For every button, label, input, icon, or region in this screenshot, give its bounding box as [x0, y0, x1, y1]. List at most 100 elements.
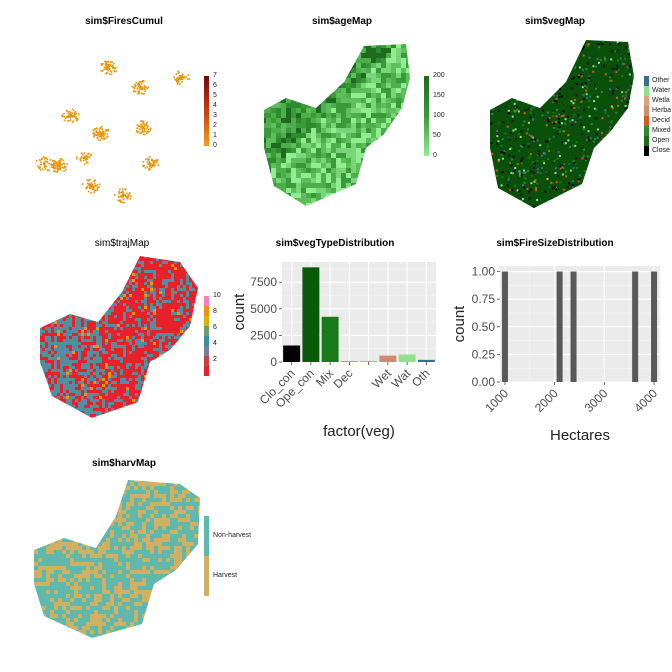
age-cell	[361, 38, 366, 43]
traj-cell	[168, 279, 171, 282]
fire-cell	[120, 195, 123, 198]
age-cell	[361, 188, 366, 193]
age-cell	[341, 208, 346, 213]
veg-cell	[513, 110, 516, 112]
veg-cell	[557, 199, 560, 202]
veg-cell	[517, 93, 519, 95]
age-cell	[264, 163, 266, 168]
traj-cell	[51, 258, 54, 261]
traj-cell	[108, 318, 111, 321]
age-cell	[351, 138, 356, 143]
veg-cell	[640, 196, 642, 198]
traj-cell	[33, 309, 36, 312]
traj-cell	[123, 285, 126, 288]
fire-cell	[182, 73, 184, 76]
traj-cell	[102, 333, 105, 336]
age-cell	[246, 153, 251, 158]
age-cell	[391, 148, 396, 153]
fire-cell	[46, 158, 49, 160]
traj-cell	[120, 330, 123, 333]
age-cell	[406, 93, 410, 98]
veg-cell	[550, 55, 553, 58]
traj-cell	[75, 321, 78, 324]
fire-cell	[135, 130, 138, 132]
traj-cell	[195, 312, 198, 315]
age-cell	[251, 108, 256, 113]
veg-cell	[598, 151, 601, 154]
traj-cell	[144, 312, 147, 315]
traj-cell	[105, 339, 108, 342]
traj-cell	[72, 324, 75, 327]
traj-cell	[93, 306, 96, 309]
veg-cell	[547, 120, 550, 123]
fire-cell	[89, 187, 91, 189]
legend-tick-label: 200	[433, 72, 445, 79]
veg-cell	[555, 108, 558, 111]
age-cell	[361, 128, 366, 133]
veg-cell	[531, 136, 534, 139]
age-cell	[291, 143, 296, 148]
age-cell	[386, 63, 391, 68]
age-cell	[406, 203, 410, 206]
veg-cell	[574, 55, 577, 58]
fire-cell	[99, 130, 101, 133]
traj-cell	[192, 273, 195, 276]
traj-cell	[72, 327, 75, 330]
traj-cell	[114, 321, 117, 324]
veg-cell	[518, 214, 520, 216]
traj-cell	[42, 273, 45, 276]
traj-cell	[138, 306, 141, 309]
age-cell	[406, 153, 410, 158]
age-cell	[391, 58, 396, 63]
veg-cell	[481, 110, 483, 112]
veg-cell	[577, 40, 580, 42]
traj-cell	[78, 270, 81, 273]
traj-cell	[96, 318, 99, 321]
veg-cell	[524, 109, 527, 112]
veg-cell	[484, 158, 486, 160]
traj-cell	[165, 312, 168, 315]
fire-cell	[134, 87, 136, 90]
legend-tick-label: 0	[213, 142, 217, 149]
traj-cell	[195, 327, 198, 330]
veg-cell	[483, 103, 485, 105]
traj-cell	[60, 288, 63, 291]
age-cell	[386, 163, 391, 168]
veg-cell	[615, 68, 618, 70]
traj-cell	[165, 270, 168, 273]
fire-cell	[181, 75, 183, 77]
age-cell	[311, 38, 316, 43]
age-cell	[381, 178, 386, 183]
age-cell	[401, 168, 406, 173]
age-cell	[286, 203, 291, 206]
traj-cell	[60, 297, 63, 300]
traj-cell	[138, 324, 141, 327]
traj-cell	[177, 327, 180, 330]
age-cell	[311, 193, 316, 198]
fire-cell	[145, 86, 147, 88]
age-cell	[251, 78, 256, 83]
age-cell	[371, 73, 376, 78]
age-cell	[381, 38, 386, 43]
traj-cell	[153, 345, 156, 348]
traj-cell	[150, 276, 153, 279]
age-cell	[396, 163, 401, 168]
veg-cell	[469, 120, 471, 122]
fire-cell	[124, 188, 127, 191]
age-cell	[326, 93, 331, 98]
age-cell	[376, 73, 381, 78]
traj-cell	[120, 315, 123, 318]
fire-cell	[135, 81, 138, 84]
traj-cell	[189, 276, 192, 279]
traj-cell	[69, 252, 72, 255]
age-cell	[256, 108, 261, 113]
fire-cell	[112, 62, 115, 65]
traj-cell	[123, 345, 126, 348]
traj-cell	[135, 288, 138, 291]
age-cell	[386, 93, 391, 98]
veg-cell	[575, 157, 578, 160]
traj-cell	[99, 321, 102, 324]
traj-cell	[147, 342, 150, 345]
traj-cell	[114, 300, 117, 303]
traj-cell	[93, 321, 96, 324]
